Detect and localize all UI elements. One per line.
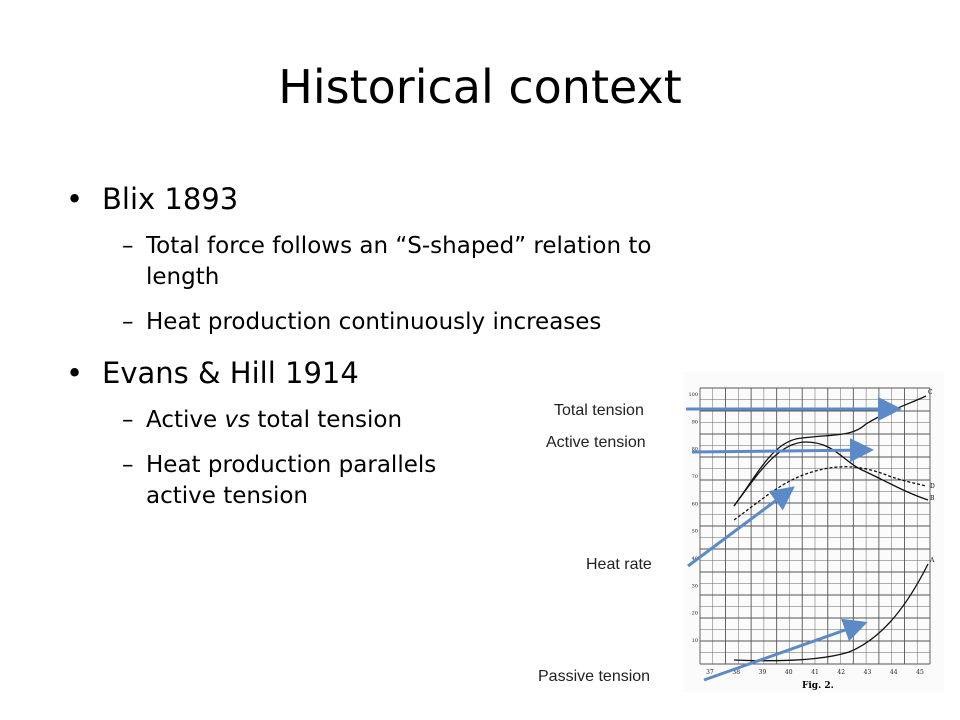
bullet-evans-hill: • Evans & Hill 1914 bbox=[66, 356, 826, 391]
bullet-dot-icon: • bbox=[66, 182, 84, 216]
label-total-tension: Total tension bbox=[554, 402, 644, 419]
bullet-list: • Blix 1893 – Total force follows an “S-… bbox=[66, 182, 826, 512]
sub-bullet-force-text: Total force follows an “S-shaped” relati… bbox=[146, 232, 652, 259]
bullet-evans-hill-text: Evans & Hill 1914 bbox=[102, 355, 359, 390]
bullet-blix-text: Blix 1893 bbox=[102, 182, 239, 216]
y-tick-label: 100 bbox=[688, 392, 698, 398]
x-tick-label: 41 bbox=[811, 669, 819, 676]
y-tick-label: 10 bbox=[692, 638, 698, 644]
x-tick-label: 38 bbox=[732, 669, 740, 676]
y-tick-label: 70 bbox=[692, 474, 698, 480]
x-tick-label: 45 bbox=[916, 669, 924, 676]
y-tick-label: 20 bbox=[692, 611, 698, 617]
dash-icon: – bbox=[122, 451, 134, 478]
dash-icon: – bbox=[122, 232, 134, 259]
sub-bullet-heat-parallels-text: Heat production parallels bbox=[146, 451, 437, 478]
label-passive-tension: Passive tension bbox=[538, 668, 651, 685]
sub-bullet-heat: – Heat production continuously increases bbox=[66, 307, 826, 338]
bullet-blix: • Blix 1893 bbox=[66, 182, 826, 217]
y-tick-label: 40 bbox=[692, 556, 698, 562]
slide-title: Historical context bbox=[278, 60, 682, 114]
active-tension-curve-marker: B bbox=[930, 495, 935, 502]
x-tick-label: 40 bbox=[785, 669, 793, 676]
y-tick-label: 90 bbox=[692, 419, 698, 425]
sub-bullet-force: – Total force follows an “S-shaped” rela… bbox=[66, 231, 826, 293]
sub-bullet-heat-parallels: – Heat production parallels active tensi… bbox=[66, 450, 826, 512]
y-tick-label: 80 bbox=[692, 447, 698, 453]
dash-icon: – bbox=[122, 406, 134, 433]
heat-rate-curve-marker: D bbox=[930, 483, 935, 490]
label-active-tension: Active tension bbox=[546, 434, 646, 451]
y-tick-label: 50 bbox=[692, 529, 698, 535]
x-tick-label: 42 bbox=[837, 669, 845, 676]
active-tension-curve bbox=[733, 441, 929, 507]
total-tension-curve bbox=[733, 395, 927, 507]
sub-bullet-active-vs-total: – Active vs total tension bbox=[66, 405, 826, 436]
bullet-dot-icon: • bbox=[66, 355, 84, 390]
sub-bullet-heat-text: Heat production continuously increases bbox=[146, 308, 602, 335]
passive-tension-curve bbox=[733, 563, 929, 662]
sub-bullet-active-pre: Active bbox=[146, 406, 225, 433]
graph-ticks: 37 38 39 40 41 42 43 44 45 10 20 30 40 50 60 70 80 90 100 bbox=[688, 392, 924, 676]
label-heat-rate: Heat rate bbox=[586, 556, 652, 573]
x-tick-label: 44 bbox=[890, 669, 898, 676]
passive-tension-curve-marker: A bbox=[929, 557, 935, 564]
sub-bullet-force-cont: length bbox=[146, 263, 220, 290]
y-tick-label: 60 bbox=[692, 501, 698, 507]
x-tick-label: 37 bbox=[706, 669, 714, 676]
graph-grid bbox=[699, 387, 931, 665]
sub-bullet-heat-parallels-cont: active tension bbox=[146, 482, 308, 509]
dash-icon: – bbox=[122, 308, 134, 335]
y-tick-label: 30 bbox=[692, 583, 698, 589]
x-tick-label: 43 bbox=[864, 669, 872, 676]
heat-rate-curve bbox=[733, 466, 927, 521]
x-tick-label: 39 bbox=[759, 669, 767, 676]
sub-bullet-active-em: vs bbox=[224, 406, 251, 433]
total-tension-curve-marker: C bbox=[928, 389, 933, 396]
figure-caption: Fig. 2. bbox=[802, 681, 834, 691]
figure-graph: C BD A 37 38 39 40 41 42 43 44 45 10 20 30 40 50 60 70 80 9… bbox=[688, 387, 935, 691]
sub-bullet-active-post: total tension bbox=[250, 406, 403, 433]
